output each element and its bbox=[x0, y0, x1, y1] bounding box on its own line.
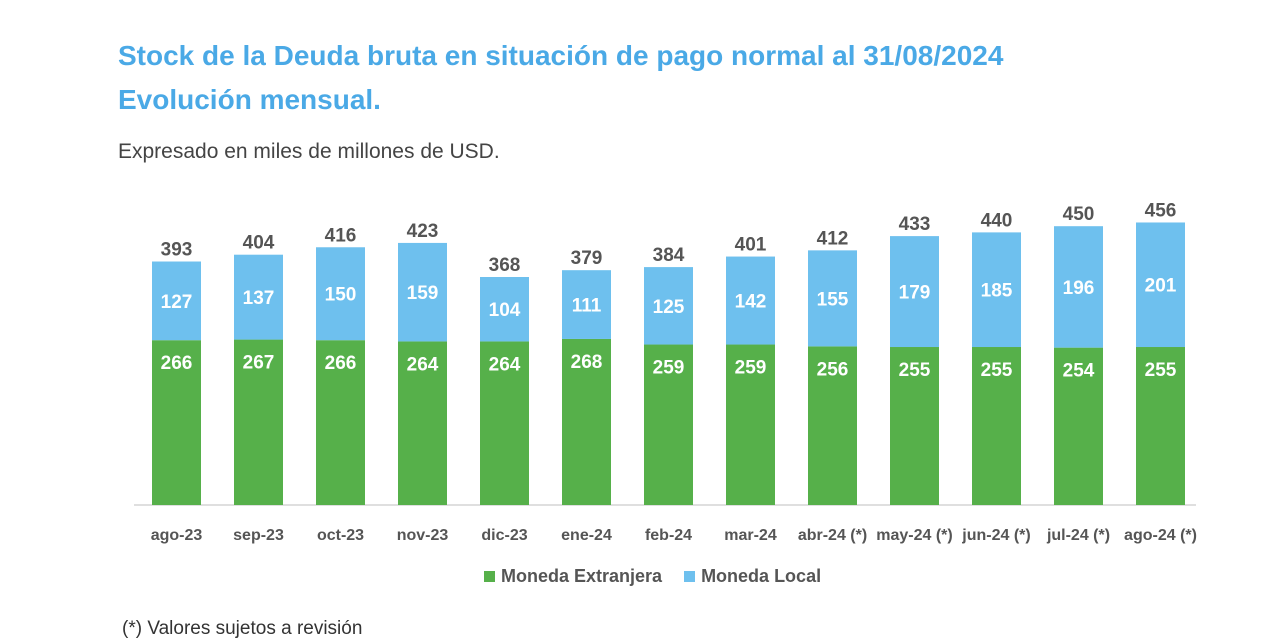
data-label-total: 401 bbox=[735, 235, 767, 256]
bar-moneda-local bbox=[890, 236, 939, 348]
x-tick-label: oct-23 bbox=[317, 527, 364, 544]
x-tick-label: ene-24 bbox=[561, 527, 612, 544]
x-tick-label: abr-24 (*) bbox=[798, 527, 867, 544]
bar-moneda-extranjera bbox=[152, 340, 201, 505]
data-label-moneda-extranjera: 264 bbox=[489, 354, 521, 375]
x-tick-label: nov-23 bbox=[397, 527, 449, 544]
data-label-moneda-extranjera: 256 bbox=[817, 359, 849, 380]
bar-moneda-extranjera bbox=[808, 346, 857, 505]
data-label-moneda-local: 201 bbox=[1145, 276, 1177, 297]
data-label-moneda-extranjera: 255 bbox=[1145, 360, 1177, 381]
bar-moneda-extranjera bbox=[316, 340, 365, 505]
bar-moneda-extranjera bbox=[1054, 347, 1103, 505]
data-label-total: 440 bbox=[981, 210, 1013, 231]
data-label-total: 379 bbox=[571, 248, 603, 269]
bar-moneda-local bbox=[972, 232, 1021, 348]
data-label-moneda-extranjera: 255 bbox=[981, 360, 1013, 381]
data-label-moneda-local: 179 bbox=[899, 283, 931, 304]
legend-swatch-moneda-extranjera bbox=[484, 571, 495, 582]
x-tick-label: ago-24 (*) bbox=[1124, 527, 1197, 544]
legend-label-moneda-local: Moneda Local bbox=[701, 566, 822, 586]
x-tick-label: jun-24 (*) bbox=[961, 527, 1030, 544]
legend-label-moneda-extranjera: Moneda Extranjera bbox=[501, 566, 663, 586]
data-label-moneda-extranjera: 267 bbox=[243, 353, 275, 374]
data-label-total: 456 bbox=[1145, 200, 1177, 221]
data-label-total: 412 bbox=[817, 228, 849, 249]
data-label-total: 368 bbox=[489, 255, 521, 276]
data-label-moneda-extranjera: 254 bbox=[1063, 361, 1095, 382]
data-label-total: 384 bbox=[653, 245, 685, 266]
bar-moneda-extranjera bbox=[398, 341, 447, 505]
footnote: (*) Valores sujetos a revisión bbox=[122, 618, 363, 639]
data-label-moneda-extranjera: 255 bbox=[899, 360, 931, 381]
data-label-total: 404 bbox=[243, 233, 275, 254]
x-tick-label: sep-23 bbox=[233, 527, 284, 544]
chart-legend: Moneda Extranjera Moneda Local bbox=[484, 566, 821, 587]
x-tick-label: may-24 (*) bbox=[876, 527, 952, 544]
x-tick-label: dic-23 bbox=[481, 527, 527, 544]
data-label-moneda-extranjera: 259 bbox=[653, 358, 685, 379]
data-label-moneda-local: 159 bbox=[407, 283, 439, 304]
bar-moneda-local bbox=[644, 267, 693, 345]
data-label-moneda-local: 142 bbox=[735, 292, 767, 313]
bar-moneda-local bbox=[726, 256, 775, 345]
chart-title-line1: Stock de la Deuda bruta en situación de … bbox=[118, 40, 1004, 71]
x-tick-label: jul-24 (*) bbox=[1046, 527, 1110, 544]
bar-moneda-extranjera bbox=[562, 338, 611, 505]
data-label-moneda-local: 185 bbox=[981, 281, 1013, 302]
legend-item-moneda-local: Moneda Local bbox=[684, 566, 821, 587]
bar-moneda-local bbox=[152, 261, 201, 341]
data-label-total: 423 bbox=[407, 221, 439, 242]
data-label-moneda-local: 137 bbox=[243, 288, 275, 309]
bar-moneda-local bbox=[234, 254, 283, 340]
data-label-moneda-extranjera: 264 bbox=[407, 354, 439, 375]
data-label-total: 416 bbox=[325, 225, 357, 246]
data-label-moneda-local: 155 bbox=[817, 289, 849, 310]
bar-moneda-local bbox=[480, 277, 529, 342]
data-label-moneda-extranjera: 268 bbox=[571, 352, 603, 373]
bar-moneda-extranjera bbox=[480, 341, 529, 505]
bar-moneda-extranjera bbox=[1136, 347, 1185, 505]
chart-title-line2: Evolución mensual. bbox=[118, 84, 381, 115]
data-label-moneda-extranjera: 266 bbox=[161, 353, 193, 374]
data-label-total: 433 bbox=[899, 214, 931, 235]
bar-moneda-extranjera bbox=[890, 347, 939, 505]
bar-moneda-local bbox=[808, 250, 857, 347]
chart-subtitle: Expresado en miles de millones de USD. bbox=[118, 140, 500, 163]
data-label-total: 450 bbox=[1063, 204, 1095, 225]
bar-moneda-local bbox=[1136, 222, 1185, 348]
data-label-moneda-local: 127 bbox=[161, 292, 193, 313]
bar-moneda-local bbox=[1054, 226, 1103, 348]
x-tick-label: ago-23 bbox=[151, 527, 203, 544]
data-label-total: 393 bbox=[161, 240, 193, 261]
bar-moneda-local bbox=[398, 242, 447, 342]
data-label-moneda-extranjera: 259 bbox=[735, 358, 767, 379]
bar-moneda-extranjera bbox=[972, 347, 1021, 505]
bar-moneda-local bbox=[316, 247, 365, 341]
x-tick-label: mar-24 bbox=[724, 527, 777, 544]
data-label-moneda-local: 104 bbox=[489, 300, 521, 321]
data-label-moneda-local: 150 bbox=[325, 285, 357, 306]
data-label-moneda-local: 111 bbox=[572, 296, 602, 317]
bar-moneda-extranjera bbox=[234, 339, 283, 505]
bar-moneda-local bbox=[562, 270, 611, 339]
legend-swatch-moneda-local bbox=[684, 571, 696, 582]
bar-moneda-extranjera bbox=[644, 344, 693, 505]
data-label-moneda-extranjera: 266 bbox=[325, 353, 357, 374]
legend-item-moneda-extranjera: Moneda Extranjera bbox=[484, 566, 662, 587]
data-label-moneda-local: 125 bbox=[653, 297, 685, 318]
x-tick-label: feb-24 bbox=[645, 527, 692, 544]
chart-title: Stock de la Deuda bruta en situación de … bbox=[118, 34, 1003, 122]
bar-moneda-extranjera bbox=[726, 344, 775, 505]
data-label-moneda-local: 196 bbox=[1063, 278, 1095, 299]
